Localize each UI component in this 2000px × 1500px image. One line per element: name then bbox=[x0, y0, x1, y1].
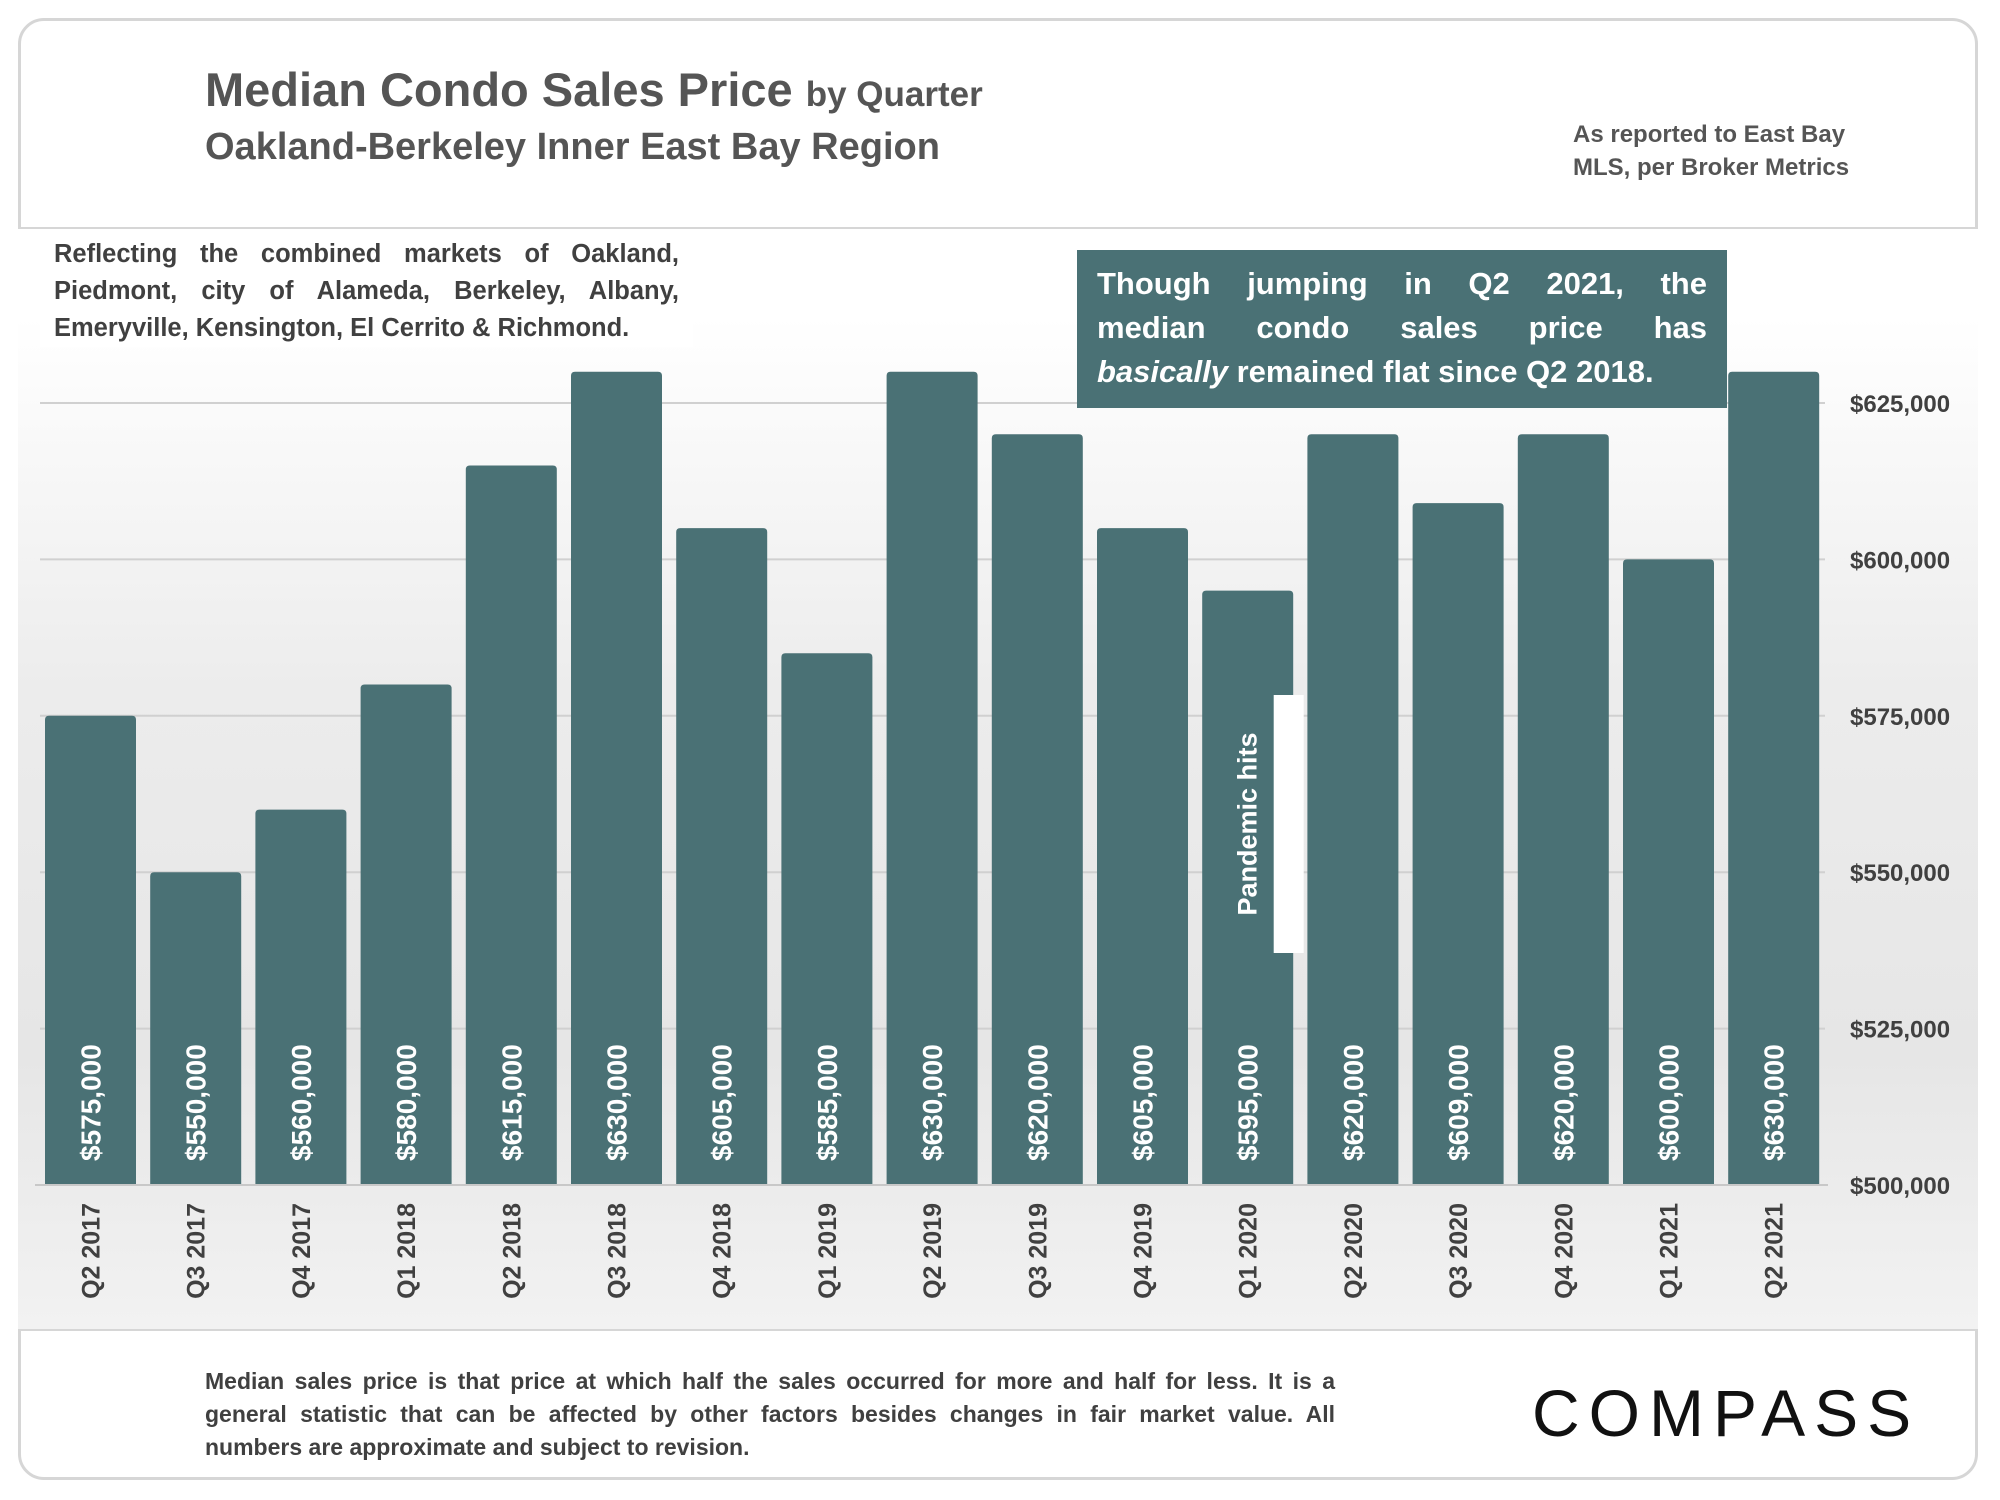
bar-value-label: $575,000 bbox=[76, 1044, 107, 1161]
bar bbox=[1412, 503, 1504, 1185]
x-tick-label: Q1 2020 bbox=[1235, 1203, 1263, 1299]
y-tick-label: $575,000 bbox=[1850, 704, 1950, 731]
x-tick-label: Q4 2020 bbox=[1550, 1203, 1578, 1299]
bar-value-label: $630,000 bbox=[1759, 1044, 1790, 1161]
bar bbox=[465, 465, 557, 1185]
bar-value-label: $550,000 bbox=[181, 1044, 212, 1161]
x-tick-label: Q1 2018 bbox=[393, 1203, 421, 1299]
chart-subtitle: Oakland-Berkeley Inner East Bay Region bbox=[205, 126, 940, 168]
bar-value-label: $609,000 bbox=[1443, 1044, 1474, 1161]
x-tick-label: Q2 2021 bbox=[1761, 1203, 1789, 1299]
bar bbox=[1307, 434, 1399, 1185]
annotation-pandemic: Pandemic hits bbox=[1233, 732, 1263, 915]
bar bbox=[886, 371, 978, 1186]
bar-value-label: $620,000 bbox=[1022, 1044, 1053, 1161]
callout-line-1: Though jumping in Q2 2021, the bbox=[1097, 266, 1707, 301]
callout-box: Though jumping in Q2 2021, the median co… bbox=[1077, 250, 1727, 408]
bar-value-label: $580,000 bbox=[391, 1044, 422, 1161]
bar bbox=[1623, 559, 1714, 1185]
bar-value-label: $615,000 bbox=[496, 1044, 527, 1161]
bar-value-label: $600,000 bbox=[1654, 1044, 1685, 1161]
bar-value-label: $605,000 bbox=[1128, 1044, 1159, 1161]
x-tick-label: Q3 2017 bbox=[183, 1203, 211, 1299]
annotation-bg bbox=[1273, 695, 1304, 953]
bar bbox=[150, 872, 242, 1185]
bar-value-label: $595,000 bbox=[1233, 1044, 1264, 1161]
x-tick-label: Q2 2017 bbox=[78, 1203, 106, 1299]
bar-value-label: $560,000 bbox=[286, 1044, 317, 1161]
chart-title: Median Condo Sales Price by Quarter bbox=[205, 62, 983, 117]
bar bbox=[360, 684, 452, 1185]
y-tick-label: $600,000 bbox=[1850, 547, 1950, 574]
title-main: Median Condo Sales Price bbox=[205, 63, 793, 116]
bar bbox=[781, 653, 873, 1185]
x-tick-label: Q4 2019 bbox=[1130, 1203, 1158, 1299]
bar-value-label: $630,000 bbox=[917, 1044, 948, 1161]
source-line-2: MLS, per Broker Metrics bbox=[1573, 154, 1850, 181]
title-suffix: by Quarter bbox=[805, 75, 983, 114]
bar-value-label: $630,000 bbox=[602, 1044, 633, 1161]
callout-line-2: median condo sales price has bbox=[1097, 310, 1707, 345]
logo-text: COMPASS bbox=[1532, 1376, 1921, 1450]
callout-line-3-rest: remained flat since Q2 2018. bbox=[1236, 354, 1654, 389]
bar-value-label: $620,000 bbox=[1548, 1044, 1579, 1161]
x-tick-label: Q2 2019 bbox=[919, 1203, 947, 1299]
callout-emphasis: basically bbox=[1097, 354, 1228, 389]
bar bbox=[1517, 434, 1609, 1185]
bar-value-label: $585,000 bbox=[812, 1044, 843, 1161]
x-tick-label: Q3 2018 bbox=[604, 1203, 632, 1299]
callout-line-3: basically remained flat since Q2 2018. bbox=[1097, 350, 1707, 394]
x-tick-label: Q2 2018 bbox=[498, 1203, 526, 1299]
bar bbox=[991, 434, 1083, 1185]
x-tick-label: Q1 2019 bbox=[814, 1203, 842, 1299]
bar bbox=[45, 715, 136, 1185]
x-tick-label: Q1 2021 bbox=[1656, 1203, 1684, 1299]
bar bbox=[1202, 590, 1294, 1185]
compass-logo: COMPASS bbox=[1532, 1375, 1920, 1451]
footnote: Median sales price is that price at whic… bbox=[205, 1368, 1335, 1460]
region-description: Reflecting the combined markets of Oakla… bbox=[40, 236, 693, 347]
bar bbox=[1728, 371, 1820, 1186]
y-tick-label: $550,000 bbox=[1850, 860, 1950, 887]
bar-value-label: $620,000 bbox=[1338, 1044, 1369, 1161]
bar bbox=[255, 809, 347, 1185]
x-tick-label: Q2 2020 bbox=[1340, 1203, 1368, 1299]
x-tick-label: Q4 2018 bbox=[709, 1203, 737, 1299]
x-tick-label: Q4 2017 bbox=[288, 1203, 316, 1299]
source-line-1: As reported to East Bay bbox=[1573, 121, 1846, 148]
bar-value-label: $605,000 bbox=[707, 1044, 738, 1161]
bar bbox=[1097, 528, 1188, 1185]
y-tick-label: $625,000 bbox=[1850, 391, 1950, 418]
x-tick-label: Q3 2019 bbox=[1024, 1203, 1052, 1299]
source-note: As reported to East Bay MLS, per Broker … bbox=[1573, 118, 1873, 184]
x-tick-label: Q3 2020 bbox=[1445, 1203, 1473, 1299]
bar bbox=[676, 528, 768, 1185]
y-tick-label: $525,000 bbox=[1850, 1017, 1950, 1044]
bar bbox=[571, 371, 662, 1186]
y-tick-label: $500,000 bbox=[1850, 1173, 1950, 1200]
